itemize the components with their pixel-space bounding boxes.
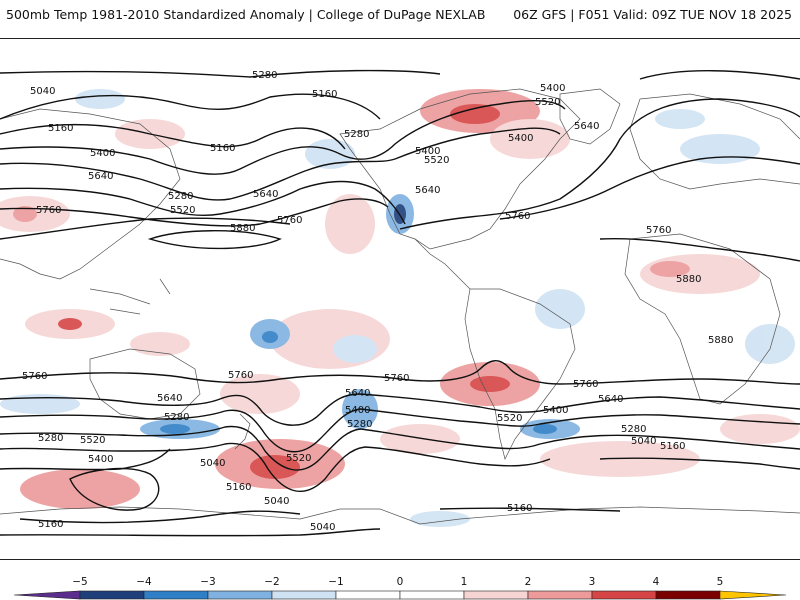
contour-label: 5280 — [344, 129, 369, 140]
contour-label: 5760 — [228, 370, 253, 381]
colorbar-tick: −5 — [72, 576, 87, 588]
contour-label: 5400 — [540, 83, 565, 94]
coastlines — [0, 88, 800, 525]
anomaly-shading — [0, 89, 800, 527]
colorbar-tick: 0 — [397, 576, 404, 588]
contour-label: 5160 — [660, 441, 685, 452]
colorbar-swatches — [13, 590, 787, 600]
contour-label: 5760 — [22, 371, 47, 382]
contour-label: 5280 — [164, 412, 189, 423]
contour-label: 5880 — [676, 274, 701, 285]
contour-label: 5040 — [631, 436, 656, 447]
colorbar: −5 −4 −3 −2 −1 0 1 2 3 4 5 — [0, 566, 800, 600]
contour-label: 5640 — [598, 394, 623, 405]
contour-label: 5520 — [286, 453, 311, 464]
colorbar-svg: −5 −4 −3 −2 −1 0 1 2 3 4 5 — [13, 576, 787, 600]
contour-label: 5280 — [168, 191, 193, 202]
contour-label: 5640 — [574, 121, 599, 132]
contour-label: 5520 — [80, 435, 105, 446]
colorbar-ticks: −5 −4 −3 −2 −1 0 1 2 3 4 5 — [72, 576, 723, 588]
anomaly-map: 5280 5160 5040 5160 5400 5640 5760 5160 … — [0, 69, 800, 537]
map-title: 500mb Temp 1981-2010 Standardized Anomal… — [6, 7, 486, 22]
contour-label: 5280 — [347, 419, 372, 430]
colorbar-tick: −1 — [328, 576, 343, 588]
contour-label: 5040 — [30, 86, 55, 97]
contour-label: 5400 — [88, 454, 113, 465]
contour-label: 5400 — [543, 405, 568, 416]
colorbar-tick: −2 — [264, 576, 279, 588]
contour-label: 5760 — [573, 379, 598, 390]
contour-label: 5400 — [415, 146, 440, 157]
contour-label: 5280 — [38, 433, 63, 444]
contour-label: 5760 — [36, 205, 61, 216]
contour-label: 5520 — [424, 155, 449, 166]
contour-label: 5160 — [507, 503, 532, 514]
contour-label: 5520 — [497, 413, 522, 424]
contour-label: 5520 — [535, 97, 560, 108]
contour-label: 5280 — [252, 70, 277, 81]
contour-label: 5040 — [310, 522, 335, 533]
contour-label: 5160 — [312, 89, 337, 100]
contour-label: 5760 — [505, 211, 530, 222]
contour-label: 5400 — [345, 405, 370, 416]
contour-label: 5640 — [345, 388, 370, 399]
contour-label: 5640 — [253, 189, 278, 200]
contour-label: 5040 — [200, 458, 225, 469]
contour-label: 5400 — [508, 133, 533, 144]
contour-label: 5160 — [48, 123, 73, 134]
contour-label: 5880 — [230, 223, 255, 234]
contour-label: 5040 — [264, 496, 289, 507]
header: 500mb Temp 1981-2010 Standardized Anomal… — [0, 0, 800, 30]
colorbar-tick: 1 — [461, 576, 468, 588]
height-contours — [0, 69, 800, 537]
contour-label: 5640 — [157, 393, 182, 404]
contour-label: 5760 — [384, 373, 409, 384]
colorbar-tick: 3 — [589, 576, 596, 588]
contour-label: 5520 — [170, 205, 195, 216]
contour-label: 5160 — [38, 519, 63, 530]
model-run-label: 06Z GFS | F051 Valid: 09Z TUE NOV 18 202… — [513, 7, 792, 22]
contour-label: 5640 — [415, 185, 440, 196]
contour-label: 5280 — [621, 424, 646, 435]
contour-label: 5160 — [226, 482, 251, 493]
colorbar-tick: −3 — [200, 576, 215, 588]
colorbar-tick: 5 — [717, 576, 724, 588]
colorbar-tick: 4 — [653, 576, 660, 588]
contour-label: 5640 — [88, 171, 113, 182]
colorbar-tick: 2 — [525, 576, 532, 588]
contour-labels: 5280 5160 5040 5160 5400 5640 5760 5160 … — [22, 70, 733, 533]
map-panel: 5280 5160 5040 5160 5400 5640 5760 5160 … — [0, 38, 800, 560]
contour-label: 5400 — [90, 148, 115, 159]
contour-label: 5880 — [708, 335, 733, 346]
contour-label: 5760 — [646, 225, 671, 236]
colorbar-tick: −4 — [136, 576, 152, 588]
contour-label: 5760 — [277, 215, 302, 226]
contour-label: 5160 — [210, 143, 235, 154]
